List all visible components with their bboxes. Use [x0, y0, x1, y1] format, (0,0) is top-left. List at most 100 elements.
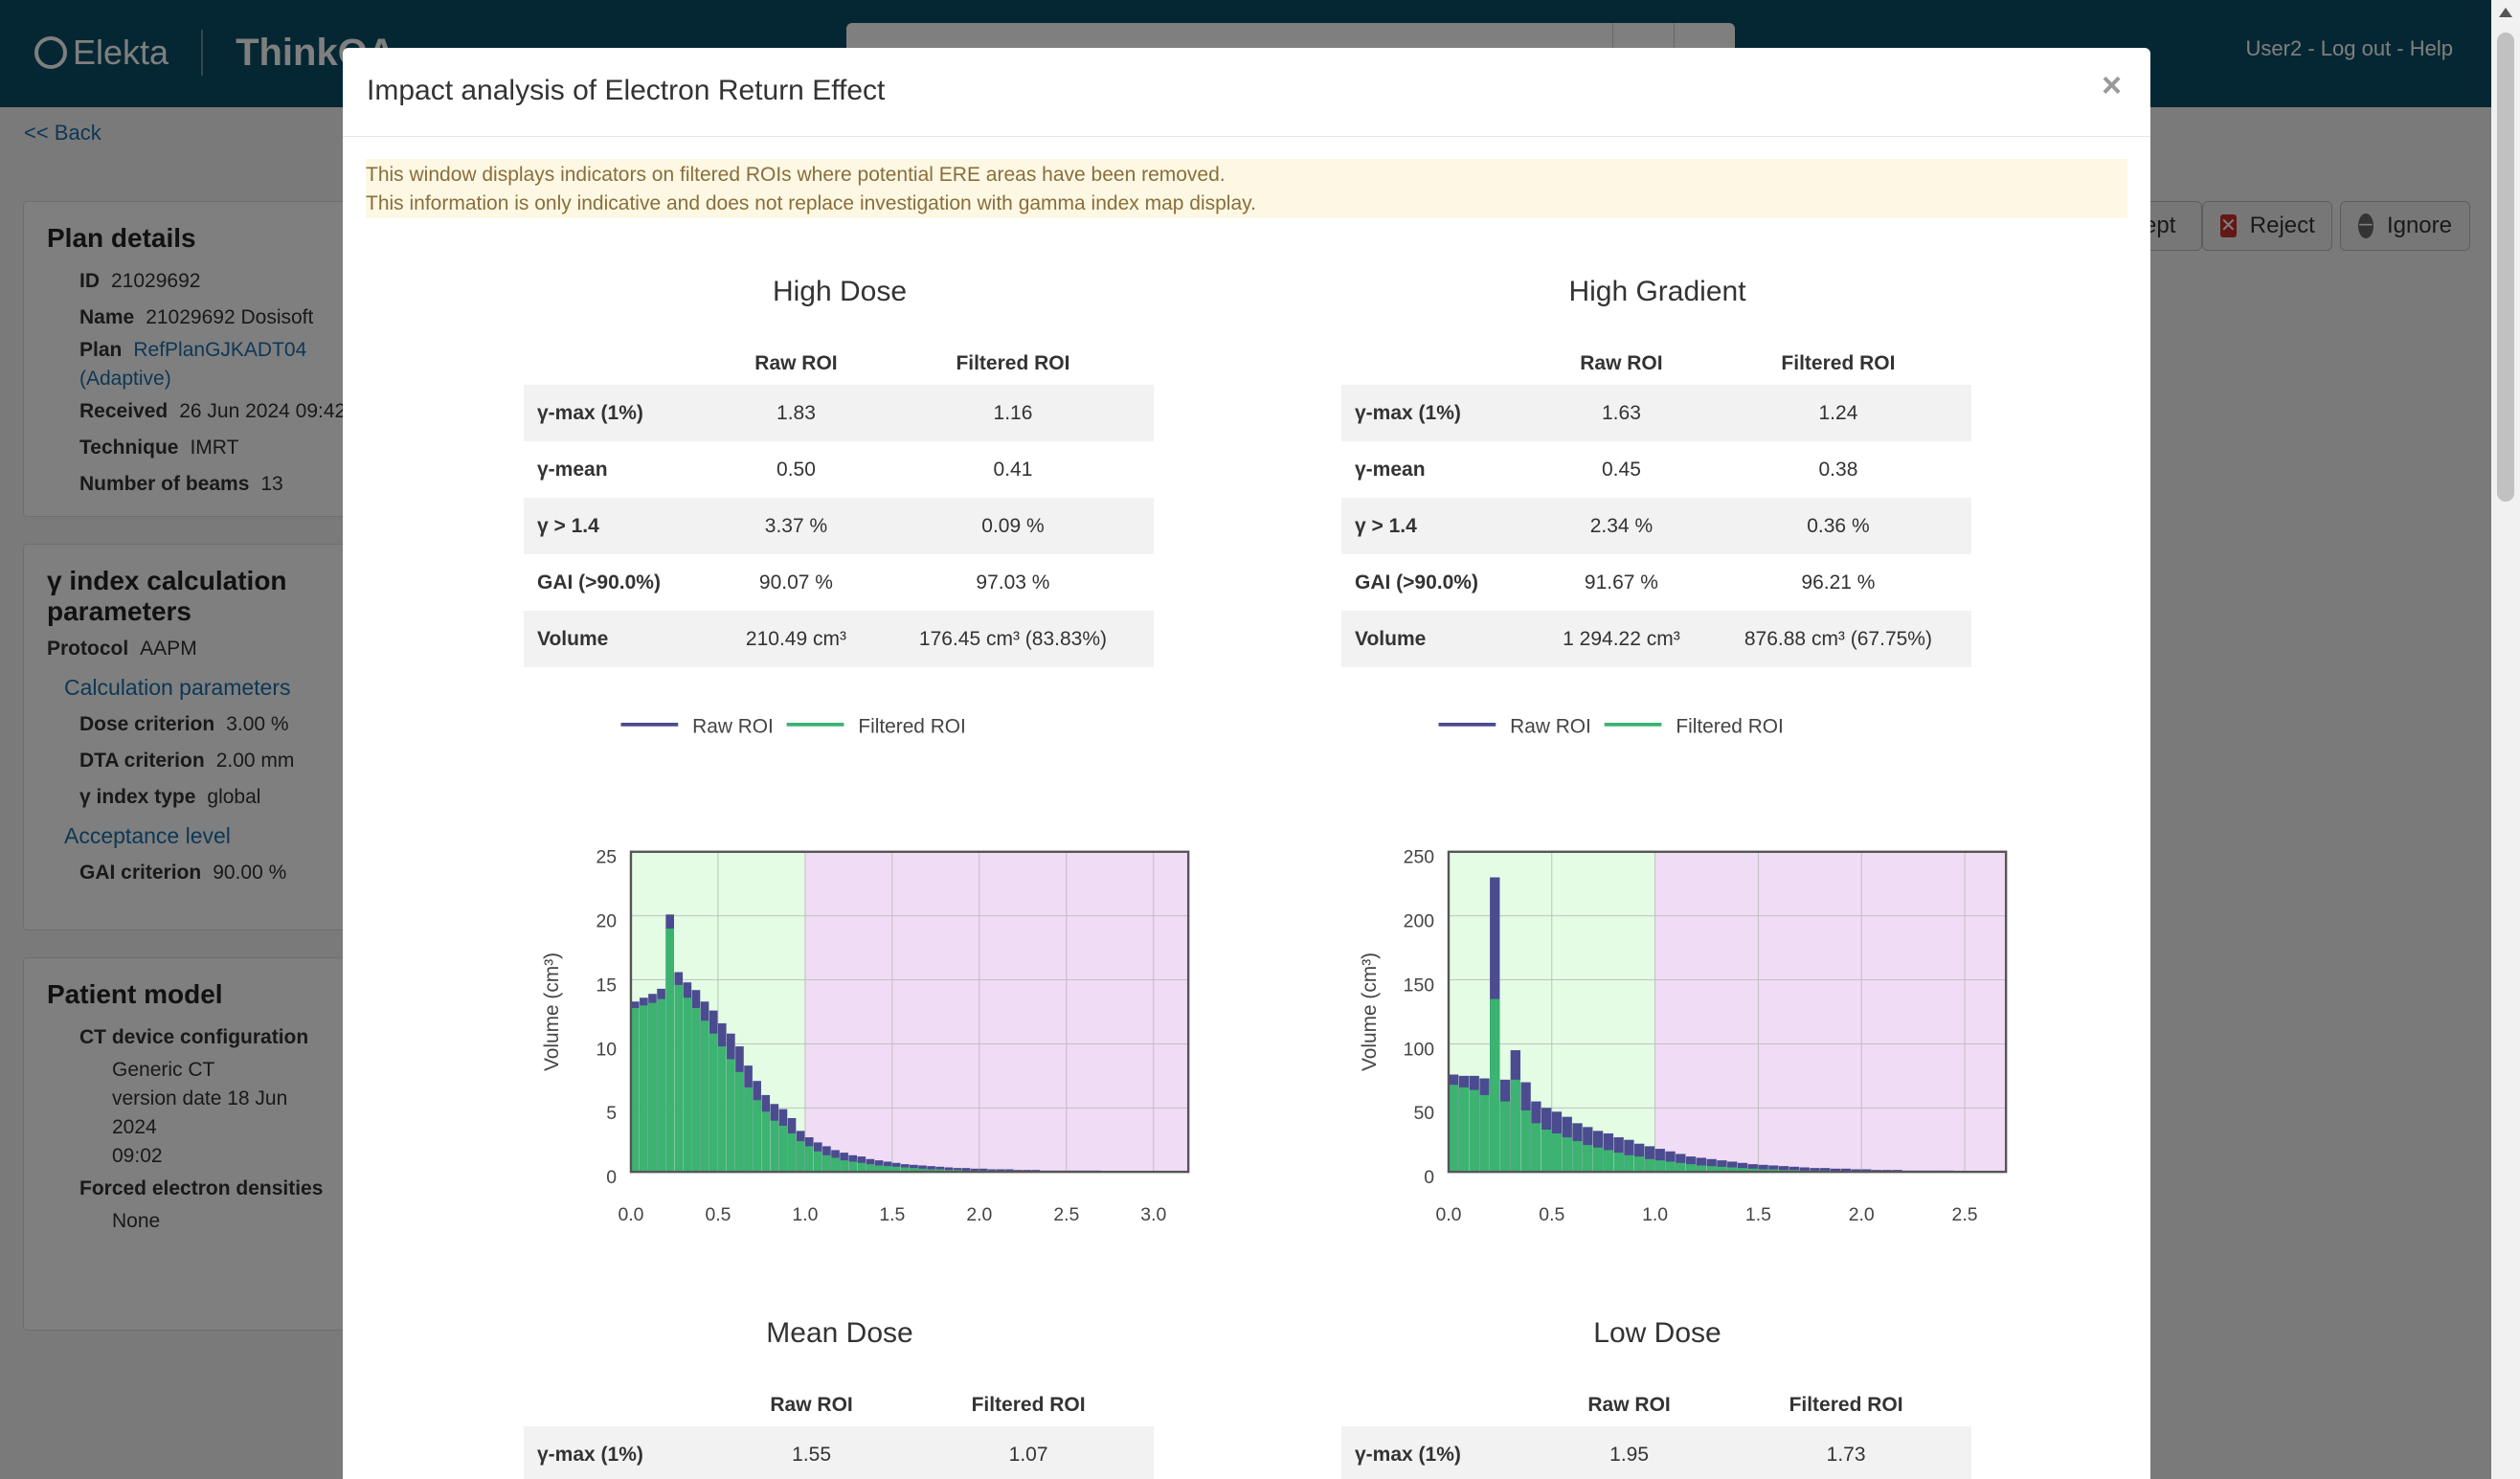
- filtered-bar: [1479, 1094, 1490, 1173]
- filtered-bar: [1685, 1164, 1697, 1173]
- rejection-zone: [804, 851, 1189, 1173]
- raw-bar: [944, 1167, 954, 1173]
- section-title: High Dose: [772, 276, 908, 307]
- low-dose-section: Low Dose Raw ROI Filtered ROI γ-max (1%) 1…: [1341, 1317, 2136, 1479]
- filtered-bar: [1758, 1169, 1768, 1173]
- raw-bar: [1654, 1149, 1665, 1173]
- y-tick-label: 10: [596, 1039, 617, 1060]
- y-tick-label: 15: [596, 975, 617, 996]
- filtered-bar: [727, 1059, 735, 1173]
- col-filtered: Filtered ROI: [956, 352, 1070, 374]
- high-gradient-histogram: Raw ROI Filtered ROI 0.0 0.5 1.0 1.5 2.0 2.5 0 50…: [1359, 715, 2008, 1223]
- filtered-bar: [1531, 1123, 1541, 1173]
- raw-bar: [1768, 1165, 1779, 1173]
- filtered-bar: [1562, 1137, 1572, 1173]
- table-row: γ-max (1%) 1.55 1.07: [524, 1426, 1154, 1479]
- filtered-bar: [761, 1111, 771, 1173]
- filtered-bar: [717, 1046, 727, 1173]
- x-tick-label: 1.0: [1642, 1204, 1668, 1223]
- filtered-bar: [891, 1166, 901, 1173]
- mean-dose-section: Mean Dose Raw ROI Filtered ROI γ-max (1%)…: [524, 1317, 1318, 1479]
- raw-bar: [1820, 1168, 1831, 1173]
- x-tick-label: 2.0: [966, 1204, 992, 1223]
- filtered-bar: [674, 984, 684, 1173]
- raw-bar: [1005, 1169, 1014, 1173]
- table-row: γ-max (1%) 1.83 1.16: [524, 385, 1154, 441]
- filtered-bar: [648, 1002, 657, 1173]
- raw-bar: [1758, 1164, 1768, 1173]
- y-tick-label: 0: [606, 1167, 617, 1188]
- modal-header: Impact analysis of Electron Return Effec…: [343, 48, 2150, 137]
- filtered-bar: [1592, 1147, 1604, 1173]
- filtered-bar: [900, 1167, 910, 1173]
- stats-table: Raw ROI Filtered ROI γ-max (1%) 1.95 1.73: [1341, 1384, 1971, 1479]
- raw-bar: [1706, 1158, 1717, 1173]
- filtered-bar: [657, 998, 665, 1173]
- raw-bar: [1810, 1168, 1820, 1173]
- table-row: GAI (>90.0%) 91.67 % 96.21 %: [1355, 571, 1876, 594]
- y-tick-label: 20: [596, 911, 617, 932]
- filtered-bar: [822, 1154, 831, 1173]
- alert-line-2: This information is only indicative and …: [366, 192, 1256, 214]
- filtered-bar: [787, 1133, 797, 1173]
- filtered-bar: [857, 1162, 866, 1173]
- y-tick-label: 150: [1404, 975, 1435, 996]
- filtered-bar: [1737, 1168, 1748, 1173]
- filtered-bar: [1499, 1101, 1511, 1173]
- raw-bar: [935, 1166, 944, 1173]
- legend-raw-label: Raw ROI: [692, 715, 774, 737]
- filtered-bar: [848, 1161, 858, 1173]
- filtered-bar: [691, 1007, 701, 1173]
- table-row: γ-mean 0.45 0.38: [1355, 458, 1858, 481]
- y-tick-label: 250: [1404, 847, 1435, 868]
- filtered-bar: [1541, 1130, 1552, 1173]
- legend-filtered-label: Filtered ROI: [858, 715, 966, 737]
- scrollbar-thumb[interactable]: [2497, 33, 2514, 502]
- filtered-bar: [1490, 998, 1500, 1173]
- filtered-bar: [796, 1141, 805, 1173]
- x-tick-label: 1.0: [792, 1204, 818, 1223]
- raw-bar: [1727, 1161, 1738, 1173]
- x-tick-label: 2.5: [1053, 1204, 1079, 1223]
- close-icon[interactable]: ×: [2101, 65, 2122, 104]
- filtered-bar: [778, 1126, 788, 1173]
- filtered-bar: [1458, 1087, 1470, 1173]
- high-dose-section: High Dose Raw ROI Filtered ROI γ-max (1%)…: [524, 276, 1318, 1243]
- filtered-bar: [709, 1033, 718, 1173]
- filtered-bar: [770, 1120, 779, 1173]
- filtered-bar: [1676, 1162, 1686, 1173]
- x-tick-label: 0.0: [1435, 1204, 1461, 1223]
- filtered-bar: [753, 1100, 761, 1173]
- chart-legend: Raw ROI Filtered ROI: [1438, 715, 1784, 737]
- filtered-bar: [1469, 1089, 1479, 1173]
- raw-bar: [1747, 1164, 1758, 1173]
- filtered-bar: [1520, 1109, 1531, 1173]
- raw-bar: [1685, 1156, 1697, 1173]
- vertical-scrollbar[interactable]: [2491, 0, 2520, 1479]
- raw-bar: [1840, 1168, 1851, 1173]
- raw-bar: [1778, 1166, 1789, 1173]
- scroll-up-arrow-icon[interactable]: [2499, 8, 2512, 17]
- raw-bar: [1799, 1167, 1810, 1173]
- stats-table: Raw ROI Filtered ROI γ-max (1%) 1.63 1.24 γ…: [1341, 343, 1971, 667]
- filtered-bar: [683, 997, 692, 1173]
- y-tick-label: 5: [606, 1103, 617, 1124]
- modal-title: Impact analysis of Electron Return Effec…: [367, 75, 886, 106]
- x-tick-label: 0.5: [705, 1204, 731, 1223]
- col-filtered: Filtered ROI: [1781, 352, 1896, 374]
- table-row: Volume 210.49 cm³ 176.45 cm³ (83.83%): [524, 611, 1154, 667]
- x-tick-label: 2.5: [1952, 1204, 1978, 1223]
- y-tick-label: 200: [1404, 911, 1435, 932]
- filtered-bar: [883, 1166, 892, 1173]
- table-row: γ-mean 0.50 0.41: [537, 458, 1033, 481]
- raw-bar: [1830, 1168, 1841, 1173]
- filtered-bar: [927, 1169, 935, 1173]
- plot-frame: [629, 850, 1190, 1174]
- x-tick-label: 0.0: [618, 1204, 643, 1223]
- filtered-bar: [1654, 1160, 1665, 1173]
- rejection-zone: [1654, 851, 2007, 1173]
- filtered-bar: [1706, 1166, 1717, 1173]
- filtered-bar: [1727, 1167, 1738, 1173]
- filtered-bar: [1644, 1158, 1655, 1173]
- filtered-bar: [665, 929, 674, 1173]
